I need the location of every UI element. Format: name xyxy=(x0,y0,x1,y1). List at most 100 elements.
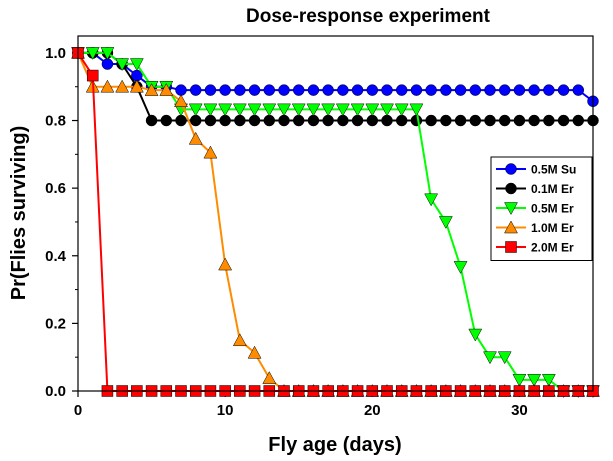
data-point xyxy=(144,83,159,96)
data-point xyxy=(291,103,306,117)
data-point xyxy=(307,84,320,96)
data-point xyxy=(527,374,542,387)
data-point xyxy=(292,84,305,96)
data-point xyxy=(322,84,334,96)
data-point xyxy=(218,257,233,271)
data-point xyxy=(366,84,379,96)
legend-marker xyxy=(505,241,517,253)
data-point xyxy=(218,103,233,117)
data-point xyxy=(204,114,217,127)
x-tick-label: 0 xyxy=(74,402,82,419)
data-point xyxy=(351,114,364,127)
legend-item: 0.1M Er xyxy=(496,182,574,196)
data-point xyxy=(395,114,408,127)
data-point xyxy=(380,103,394,117)
data-point xyxy=(322,114,334,127)
data-point xyxy=(85,47,100,60)
data-point xyxy=(248,84,261,96)
x-axis-label: Fly age (days) xyxy=(268,434,401,456)
legend-marker xyxy=(504,220,518,234)
y-tick-label: 0.4 xyxy=(45,248,67,265)
data-point xyxy=(512,374,527,387)
legend-label: 0.5M Er xyxy=(531,202,574,216)
data-point xyxy=(263,84,276,96)
data-point xyxy=(528,114,540,127)
y-tick-label: 0.8 xyxy=(45,113,66,130)
legend-label: 0.5M Su xyxy=(531,163,576,177)
data-point xyxy=(557,84,570,96)
x-tick-label: 30 xyxy=(511,402,528,419)
data-point xyxy=(321,103,336,117)
data-point xyxy=(572,114,585,127)
legend-marker xyxy=(504,202,518,216)
data-point xyxy=(204,84,217,96)
data-point xyxy=(115,58,130,72)
data-point xyxy=(263,114,276,127)
data-point xyxy=(454,84,467,96)
data-point xyxy=(203,145,218,159)
x-tick-label: 10 xyxy=(217,402,234,419)
data-point xyxy=(409,103,424,117)
series-0-5m-su xyxy=(72,47,599,108)
data-point xyxy=(247,345,262,359)
data-point xyxy=(337,114,349,127)
y-tick-label: 0.0 xyxy=(45,383,66,400)
data-point xyxy=(513,114,526,127)
data-point xyxy=(189,114,202,127)
data-point xyxy=(188,103,203,117)
data-point xyxy=(381,114,393,127)
legend-marker xyxy=(505,182,517,195)
data-point xyxy=(175,84,187,96)
data-point xyxy=(425,84,437,96)
data-point xyxy=(541,374,556,387)
plot-frame xyxy=(77,35,594,392)
legend: 0.5M Su 0.1M Er 0.5M Er 1.0M Er 2.0M Er xyxy=(490,156,593,261)
data-point xyxy=(469,114,482,127)
data-point xyxy=(129,79,144,93)
legend-label: 0.1M Er xyxy=(531,182,574,196)
data-point xyxy=(248,114,261,127)
legend-label: 2.0M Er xyxy=(531,241,574,255)
data-point xyxy=(160,114,173,127)
data-point xyxy=(100,47,115,60)
axes-group: 0 10 20 30 0.0 0.2 0.4 0.6 0.8 1.0 xyxy=(45,45,528,419)
data-point xyxy=(232,333,247,347)
data-point xyxy=(188,131,203,145)
data-point xyxy=(543,114,555,127)
data-point xyxy=(189,84,202,96)
legend-label: 1.0M Er xyxy=(531,221,574,235)
data-point xyxy=(101,58,114,70)
data-point xyxy=(468,328,483,342)
data-point xyxy=(307,114,320,127)
data-point xyxy=(381,84,393,96)
data-point xyxy=(497,351,512,365)
data-point xyxy=(395,84,408,96)
data-point xyxy=(365,103,380,117)
y-tick-label: 1.0 xyxy=(45,45,66,62)
data-point xyxy=(278,114,290,127)
data-point xyxy=(440,114,452,127)
data-point xyxy=(440,84,452,96)
data-point xyxy=(557,114,570,127)
data-point xyxy=(469,84,482,96)
data-point xyxy=(394,103,409,117)
legend-item: 2.0M Er xyxy=(496,241,574,255)
data-point xyxy=(498,84,511,96)
legend-marker xyxy=(505,163,517,175)
data-point xyxy=(453,261,468,274)
data-point xyxy=(335,103,350,117)
data-point xyxy=(278,84,290,96)
data-point xyxy=(145,114,158,127)
data-point xyxy=(350,103,365,117)
data-point xyxy=(366,114,379,127)
data-point xyxy=(306,103,321,117)
data-point xyxy=(425,114,437,127)
legend-item: 0.5M Er xyxy=(496,202,574,216)
data-point xyxy=(159,83,174,96)
data-point xyxy=(234,84,246,96)
data-point xyxy=(219,114,231,127)
data-point xyxy=(543,84,555,96)
data-point xyxy=(262,103,277,117)
data-point xyxy=(174,94,188,108)
